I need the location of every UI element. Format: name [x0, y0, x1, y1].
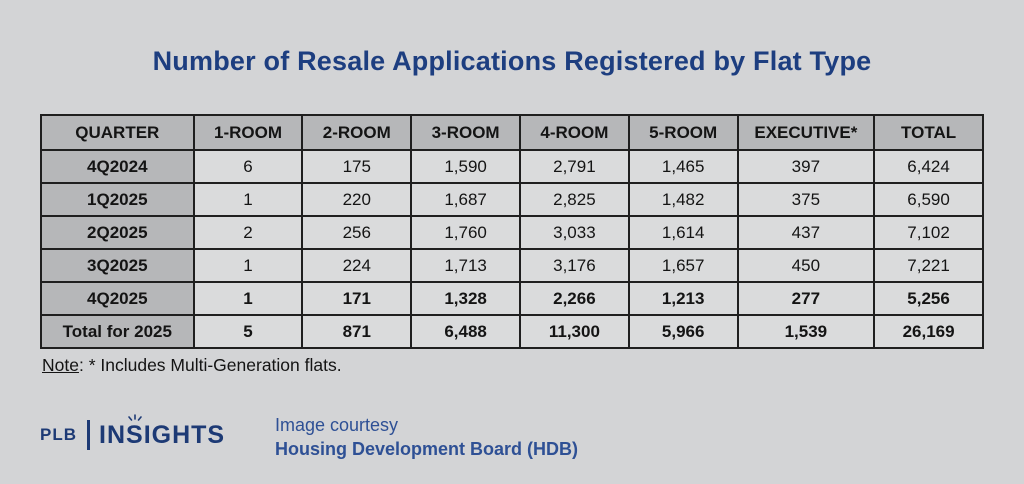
table-cell: 1,482	[627, 182, 739, 217]
table-cell: 256	[301, 215, 413, 250]
table-cell: 2,825	[518, 182, 630, 217]
table-cell: 5,966	[627, 314, 739, 349]
table-row: 4Q2024 6 175 1,590 2,791 1,465 397 6,424	[40, 149, 984, 184]
table-cell: 6,488	[410, 314, 521, 349]
row-header: 2Q2025	[40, 215, 195, 250]
row-header: Total for 2025	[40, 314, 195, 349]
table-row: 2Q2025 2 256 1,760 3,033 1,614 437 7,102	[40, 215, 984, 250]
table-cell: 2,266	[518, 281, 630, 316]
table-cell: 1,687	[410, 182, 521, 217]
table-cell: 6,590	[873, 182, 984, 217]
table-cell: 1,614	[627, 215, 739, 250]
table-cell: 7,221	[873, 248, 984, 283]
footnote: Note: * Includes Multi-Generation flats.	[42, 355, 342, 376]
table-cell: 1,465	[627, 149, 739, 184]
table-cell: 375	[736, 182, 876, 217]
row-header: 3Q2025	[40, 248, 195, 283]
table-cell: 1	[192, 248, 304, 283]
table-cell: 5	[192, 314, 304, 349]
table-cell: 220	[301, 182, 413, 217]
page-title: Number of Resale Applications Registered…	[152, 46, 872, 76]
logo-insights-text: IN S IGHTS	[99, 413, 225, 450]
logo-divider	[87, 420, 90, 450]
table-cell: 3,033	[518, 215, 630, 250]
table-cell: 871	[301, 314, 413, 349]
table-cell: 450	[736, 248, 876, 283]
column-header-executive: EXECUTIVE*	[736, 114, 876, 151]
column-header-5-room: 5-ROOM	[627, 114, 739, 151]
table-cell: 6	[192, 149, 304, 184]
table-cell: 6,424	[873, 149, 984, 184]
logo-plb-text: PLB	[40, 425, 77, 444]
table-body: 4Q2024 6 175 1,590 2,791 1,465 397 6,424 1Q2025 1…	[40, 149, 984, 349]
column-header-1-room: 1-ROOM	[192, 114, 304, 151]
table-cell: 397	[736, 149, 876, 184]
plb-insights-logo: PLB IN S IGHTS	[40, 413, 225, 450]
row-header: 4Q2025	[40, 281, 195, 316]
row-header: 1Q2025	[40, 182, 195, 217]
table-cell: 1,539	[736, 314, 876, 349]
table-cell: 1	[192, 281, 304, 316]
courtesy-line2: Housing Development Board (HDB)	[275, 439, 579, 460]
courtesy-line1: Image courtesy	[275, 415, 399, 435]
table-cell: 2	[192, 215, 304, 250]
table-cell: 11,300	[518, 314, 630, 349]
table-cell: 1,713	[410, 248, 521, 283]
table-row: 4Q2025 1 171 1,328 2,266 1,213 277 5,256	[40, 281, 984, 316]
table-row: 3Q2025 1 224 1,713 3,176 1,657 450 7,221	[40, 248, 984, 283]
table-cell: 5,256	[873, 281, 984, 316]
table-cell: 277	[736, 281, 876, 316]
column-header-quarter: QUARTER	[40, 114, 195, 151]
table-cell: 1,590	[410, 149, 521, 184]
column-header-2-room: 2-ROOM	[301, 114, 413, 151]
table-row: Total for 2025 5 871 6,488 11,300 5,966 1,539 2…	[40, 314, 984, 349]
table-cell: 171	[301, 281, 413, 316]
footnote-label: Note	[42, 355, 79, 375]
table-cell: 7,102	[873, 215, 984, 250]
table-cell: 437	[736, 215, 876, 250]
table-cell: 3,176	[518, 248, 630, 283]
column-header-3-room: 3-ROOM	[410, 114, 521, 151]
column-header-4-room: 4-ROOM	[518, 114, 630, 151]
resale-applications-table: QUARTER 1-ROOM 2-ROOM 3-ROOM 4-ROOM 5-ROOM EXE…	[40, 114, 984, 349]
table-cell: 1,328	[410, 281, 521, 316]
row-header: 4Q2024	[40, 149, 195, 184]
table-row: 1Q2025 1 220 1,687 2,825 1,482 375 6,590	[40, 182, 984, 217]
table-cell: 1,213	[627, 281, 739, 316]
table-header-row: QUARTER 1-ROOM 2-ROOM 3-ROOM 4-ROOM 5-ROOM EXE…	[40, 114, 984, 151]
column-header-total: TOTAL	[873, 114, 984, 151]
table-cell: 26,169	[873, 314, 984, 349]
image-courtesy: Image courtesy Housing Development Board…	[275, 413, 578, 462]
table-cell: 1	[192, 182, 304, 217]
table-cell: 224	[301, 248, 413, 283]
footnote-text: : * Includes Multi-Generation flats.	[78, 355, 342, 375]
table-cell: 1,657	[627, 248, 739, 283]
table-cell: 175	[301, 149, 413, 184]
table-cell: 1,760	[410, 215, 521, 250]
table-cell: 2,791	[518, 149, 630, 184]
sparkle-icon	[128, 413, 142, 421]
